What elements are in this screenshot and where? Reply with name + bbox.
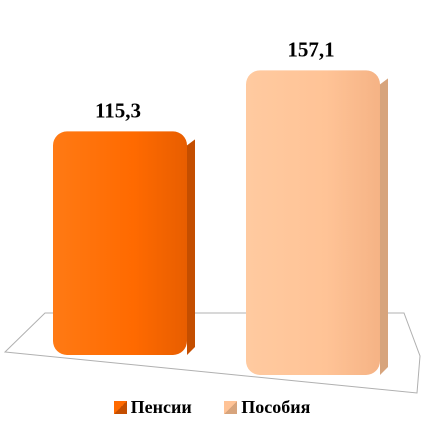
bar-chart: 115,3 157,1 (3, 37, 421, 394)
data-label-posobiya: 157,1 (287, 37, 334, 61)
legend-swatch-pensii (113, 401, 127, 414)
legend-item-pensii: Пенсии (113, 397, 192, 418)
legend-swatch-posobiya (224, 401, 238, 414)
legend-item-posobiya: Пособия (224, 397, 310, 418)
bar-side-posobiya (380, 78, 388, 375)
legend: Пенсии Пособия (0, 397, 424, 419)
bar-side-pensii (187, 139, 195, 355)
legend-label-pensii: Пенсии (130, 397, 192, 417)
bar-posobiya (246, 70, 380, 375)
legend-label-posobiya: Пособия (241, 397, 311, 417)
bar-pensii (53, 131, 187, 355)
data-label-pensii: 115,3 (95, 98, 141, 122)
